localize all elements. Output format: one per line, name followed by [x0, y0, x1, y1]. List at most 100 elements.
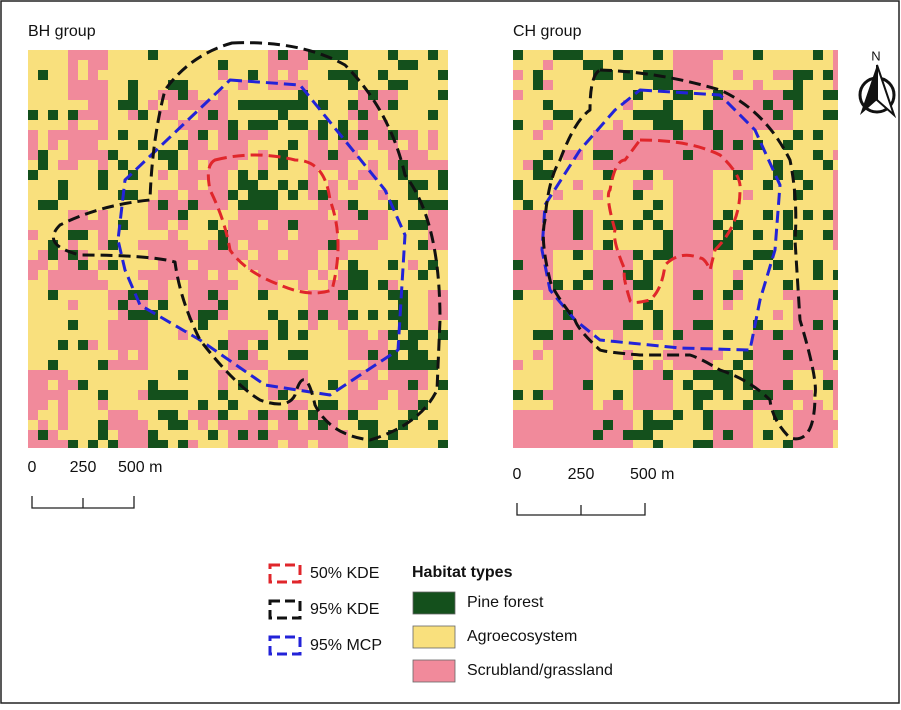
habitat-cell [543, 120, 553, 130]
habitat-cell [318, 220, 328, 230]
habitat-cell [28, 260, 38, 270]
habitat-cell [378, 130, 388, 140]
habitat-cell [208, 300, 218, 310]
habitat-cell [753, 400, 763, 410]
habitat-cell [118, 300, 128, 310]
habitat-cell [543, 410, 553, 420]
habitat-cell [58, 420, 68, 430]
habitat-cell [773, 310, 783, 320]
habitat-cell [753, 390, 763, 400]
habitat-cell [673, 330, 683, 340]
habitat-cell [713, 440, 723, 448]
habitat-cell [58, 180, 68, 190]
habitat-cell [713, 380, 723, 390]
habitat-cell [138, 350, 148, 360]
habitat-cell [553, 340, 563, 350]
habitat-cell [703, 210, 713, 220]
habitat-cell [693, 360, 703, 370]
habitat-cell [108, 260, 118, 270]
habitat-cell [733, 130, 743, 140]
habitat-cell [48, 270, 58, 280]
habitat-cell [653, 50, 663, 60]
habitat-cell [268, 120, 278, 130]
habitat-cell [663, 240, 673, 250]
habitat-cell [58, 280, 68, 290]
habitat-cell [673, 240, 683, 250]
habitat-cell [523, 260, 533, 270]
habitat-cell [338, 210, 348, 220]
habitat-cell [168, 160, 178, 170]
habitat-cell [593, 190, 603, 200]
habitat-cell [803, 290, 813, 300]
habitat-cell [248, 410, 258, 420]
habitat-cell [338, 440, 348, 448]
habitat-cell [793, 350, 803, 360]
habitat-cell [513, 230, 523, 240]
habitat-cell [268, 310, 278, 320]
habitat-cell [158, 220, 168, 230]
habitat-cell [168, 100, 178, 110]
habitat-cell [178, 240, 188, 250]
habitat-cell [583, 380, 593, 390]
habitat-cell [563, 240, 573, 250]
habitat-cell [248, 420, 258, 430]
habitat-cell [88, 110, 98, 120]
habitat-cell [673, 170, 683, 180]
habitat-cell [793, 90, 803, 100]
habitat-cell [278, 330, 288, 340]
habitat-cell [78, 150, 88, 160]
habitat-cell [298, 310, 308, 320]
habitat-cell [713, 50, 723, 60]
habitat-cell [348, 220, 358, 230]
habitat-cell [218, 100, 228, 110]
habitat-cell [553, 220, 563, 230]
habitat-cell [268, 440, 278, 448]
habitat-cell [268, 190, 278, 200]
habitat-cell [763, 100, 773, 110]
habitat-cell [733, 150, 743, 160]
habitat-cell [713, 430, 723, 440]
habitat-cell [428, 300, 438, 310]
habitat-cell [328, 180, 338, 190]
habitat-cell [378, 330, 388, 340]
habitat-cell [358, 140, 368, 150]
habitat-cell [573, 400, 583, 410]
habitat-cell [523, 160, 533, 170]
habitat-cell [733, 160, 743, 170]
habitat-cell [583, 430, 593, 440]
habitat-cell [68, 240, 78, 250]
habitat-cell [318, 160, 328, 170]
habitat-cell [653, 80, 663, 90]
habitat-cell [643, 260, 653, 270]
habitat-cell [513, 290, 523, 300]
habitat-cell [98, 120, 108, 130]
habitat-cell [58, 260, 68, 270]
habitat-cell [683, 300, 693, 310]
habitat-cell [533, 410, 543, 420]
habitat-cell [683, 180, 693, 190]
habitat-cell [148, 380, 158, 390]
habitat-cell [683, 360, 693, 370]
habitat-cell [58, 370, 68, 380]
habitat-cell [368, 120, 378, 130]
habitat-cell [593, 260, 603, 270]
habitat-cell [398, 360, 408, 370]
habitat-cell [603, 310, 613, 320]
habitat-cell [673, 50, 683, 60]
habitat-cell [803, 400, 813, 410]
habitat-cell [38, 260, 48, 270]
habitat-cell [378, 210, 388, 220]
habitat-cell [533, 210, 543, 220]
habitat-cell [653, 390, 663, 400]
habitat-cell [693, 200, 703, 210]
habitat-cell [288, 190, 298, 200]
habitat-cell [318, 300, 328, 310]
habitat-cell [583, 310, 593, 320]
habitat-cell [248, 130, 258, 140]
habitat-cell [643, 420, 653, 430]
habitat-cell [593, 60, 603, 70]
habitat-cell [328, 310, 338, 320]
habitat-cell [78, 220, 88, 230]
habitat-cell [318, 240, 328, 250]
habitat-cell [623, 440, 633, 448]
